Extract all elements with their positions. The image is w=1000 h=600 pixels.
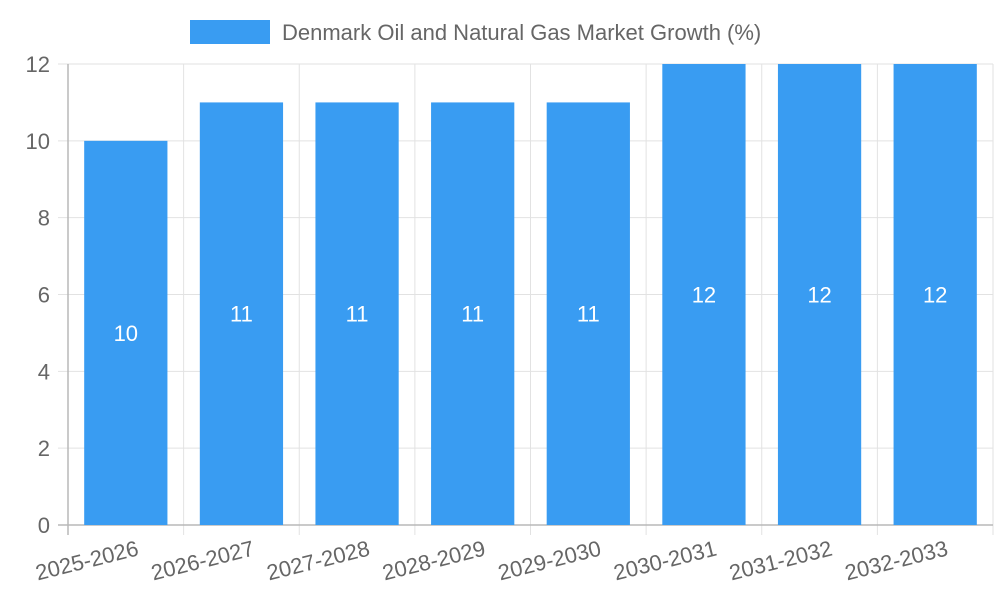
data-label: 11 <box>461 302 484 327</box>
x-axis: 2025-2026 2026-2027 2027-2028 2028-2029 2029… <box>33 536 951 586</box>
data-label: 11 <box>577 302 600 327</box>
x-tick-label: 2030-2031 <box>611 536 719 586</box>
y-tick-label: 12 <box>26 52 50 77</box>
data-labels: 10 11 11 11 11 12 12 12 <box>114 283 948 346</box>
data-label: 12 <box>923 283 947 308</box>
y-tick-label: 4 <box>38 359 50 384</box>
data-label: 10 <box>114 321 138 346</box>
y-axis: 0 2 4 6 8 10 12 <box>26 52 50 538</box>
bar[interactable] <box>777 64 862 525</box>
legend-label: Denmark Oil and Natural Gas Market Growt… <box>282 20 761 45</box>
bar[interactable] <box>431 102 515 526</box>
y-tick-label: 8 <box>38 206 50 231</box>
x-tick-label: 2029-2030 <box>495 536 603 586</box>
x-tick-label: 2026-2027 <box>149 536 257 586</box>
bar[interactable] <box>546 102 630 526</box>
data-label: 12 <box>692 283 716 308</box>
legend[interactable]: Denmark Oil and Natural Gas Market Growt… <box>190 20 761 45</box>
x-tick-label: 2027-2028 <box>264 536 372 586</box>
bar[interactable] <box>315 102 399 526</box>
data-label: 11 <box>346 302 369 327</box>
x-tick-label: 2032-2033 <box>842 536 950 586</box>
bar[interactable] <box>84 140 168 526</box>
y-tick-label: 6 <box>38 283 50 308</box>
legend-swatch <box>190 20 270 44</box>
x-tick-label: 2025-2026 <box>33 536 141 586</box>
data-label: 12 <box>807 283 831 308</box>
bar[interactable] <box>893 64 977 525</box>
y-tick-label: 10 <box>26 129 50 154</box>
y-tick-label: 2 <box>38 436 50 461</box>
x-tick-label: 2028-2029 <box>380 536 488 586</box>
data-label: 11 <box>230 302 253 327</box>
bar[interactable] <box>199 102 284 526</box>
x-tick-label: 2031-2032 <box>727 536 835 586</box>
y-tick-label: 0 <box>38 513 50 538</box>
bar[interactable] <box>662 64 746 525</box>
bars <box>84 64 977 526</box>
